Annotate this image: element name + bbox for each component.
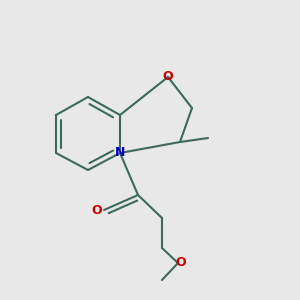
Text: O: O bbox=[91, 203, 102, 217]
Text: O: O bbox=[176, 256, 186, 269]
Text: O: O bbox=[163, 70, 173, 83]
Text: N: N bbox=[115, 146, 125, 160]
